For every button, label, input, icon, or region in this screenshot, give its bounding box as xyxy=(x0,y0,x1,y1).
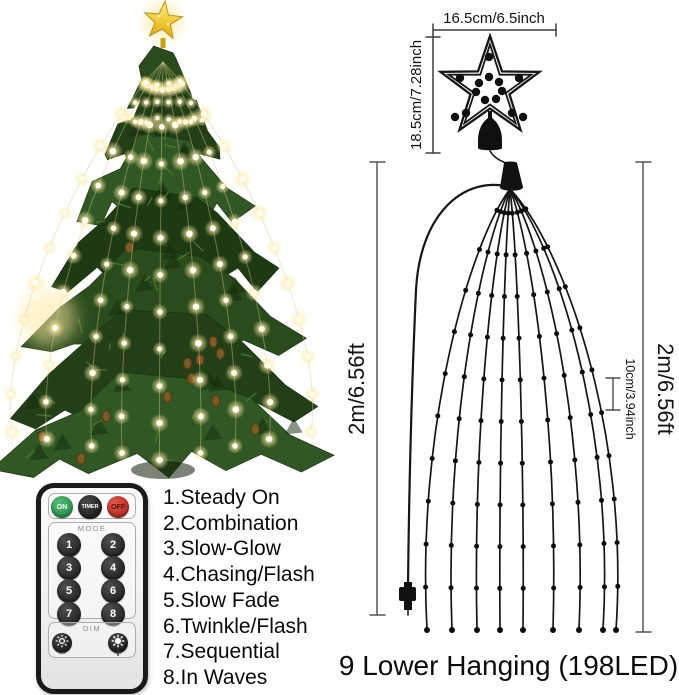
power-cord xyxy=(406,183,507,588)
dim-down-button[interactable] xyxy=(52,633,72,653)
dim-section-label: DIM xyxy=(82,624,102,633)
mode-section-label: MODE xyxy=(77,524,107,533)
dim-button-panel: DIM xyxy=(48,622,136,660)
star-width-dimension xyxy=(432,23,557,37)
mode-list-item: 2.Combination xyxy=(163,511,299,535)
tree-star-topper xyxy=(137,0,189,48)
star-height-label: 18.5cm/7.28inch xyxy=(408,40,425,150)
star-height-dimension xyxy=(425,36,441,154)
mode-list-item: 6.Twinkle/Flash xyxy=(163,614,308,638)
diagram-star-outline xyxy=(437,32,543,133)
star-width-label: 16.5cm/6.5inch xyxy=(443,10,545,27)
dim-minus-label: − xyxy=(58,645,66,660)
mode-button-panel: MODE 1 2 3 4 5 6 7 8 xyxy=(48,522,136,626)
string-bundle xyxy=(499,161,524,191)
power-plug xyxy=(399,582,416,616)
diagram-caption: 9 Lower Hanging (198LED) xyxy=(338,650,679,681)
star-topper-diagram xyxy=(437,32,543,191)
christmas-tree-image xyxy=(0,0,335,479)
left-drop-label: 2m/6.56ft xyxy=(344,343,369,435)
sun-high-icon xyxy=(111,634,125,653)
mode-button-6[interactable]: 6 xyxy=(101,579,125,603)
led-spacing-label: 10cm/3.94inch xyxy=(623,358,637,439)
mode-list-item: 3.Slow-Glow xyxy=(163,537,281,561)
product-dimension-diagram: 16.5cm/6.5inch 18.5cm/7.28inch 2m/6.56ft xyxy=(344,10,678,633)
led-spacing-bracket xyxy=(605,377,621,411)
mode-list-item: 4.Chasing/Flash xyxy=(163,563,315,587)
mode-list-item: 5.Slow Fade xyxy=(163,588,280,612)
star-plug-connector xyxy=(478,111,502,151)
timer-button[interactable]: TIMER xyxy=(78,495,102,519)
dim-up-button[interactable] xyxy=(108,633,128,653)
mode-list-item: 8.In Waves xyxy=(163,665,268,689)
mode-button-4[interactable]: 4 xyxy=(101,556,125,580)
power-button-panel: ON TIMER OFF xyxy=(48,493,136,519)
lighting-mode-list: 1.Steady On 2.Combination 3.Slow-Glow 4.… xyxy=(163,485,348,691)
right-drop-label: 2m/6.56ft xyxy=(653,343,678,435)
remote-control: ON TIMER OFF MODE 1 2 3 4 5 6 7 8 DIM xyxy=(36,483,148,694)
mode-button-1[interactable]: 1 xyxy=(57,533,81,557)
mode-button-3[interactable]: 3 xyxy=(57,556,81,580)
left-drop-dimension xyxy=(369,161,386,616)
dim-plus-label: + xyxy=(114,645,122,660)
hanging-light-strings xyxy=(399,183,621,633)
sun-low-icon xyxy=(55,634,69,653)
on-button[interactable]: ON xyxy=(51,496,73,518)
right-drop-dimension xyxy=(635,161,652,633)
mode-list-item: 7.Sequential xyxy=(163,640,280,664)
mode-button-2[interactable]: 2 xyxy=(101,533,125,557)
mode-button-5[interactable]: 5 xyxy=(57,579,81,603)
mode-list-item: 1.Steady On xyxy=(163,486,280,509)
off-button[interactable]: OFF xyxy=(107,496,129,518)
